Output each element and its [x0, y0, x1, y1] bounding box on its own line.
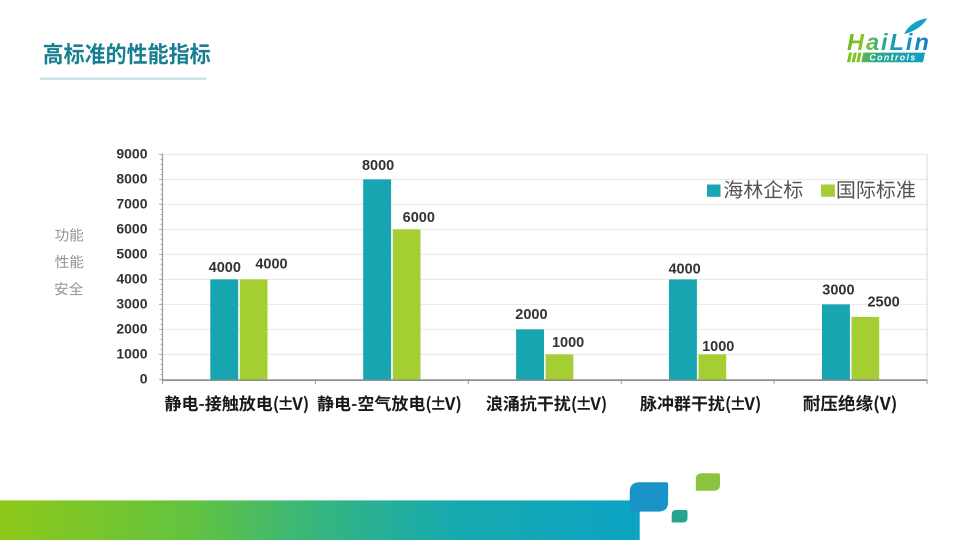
svg-text:0: 0: [140, 370, 148, 386]
svg-text:6000: 6000: [403, 210, 435, 226]
svg-text:7000: 7000: [116, 195, 147, 211]
svg-text:2500: 2500: [867, 295, 899, 311]
svg-text:4000: 4000: [209, 260, 241, 276]
svg-text:5000: 5000: [116, 245, 147, 261]
svg-text:Controls: Controls: [869, 53, 916, 63]
svg-text:4000: 4000: [116, 270, 147, 286]
svg-text:8000: 8000: [362, 158, 394, 174]
svg-text:3000: 3000: [116, 295, 147, 311]
svg-text:HaiLin: HaiLin: [847, 29, 931, 55]
svg-text:8000: 8000: [116, 170, 147, 186]
svg-text:9000: 9000: [116, 145, 147, 161]
svg-text:6000: 6000: [116, 220, 147, 236]
svg-text:3000: 3000: [822, 282, 854, 298]
svg-text:1000: 1000: [552, 335, 584, 351]
svg-text:4000: 4000: [668, 261, 700, 277]
svg-text:1000: 1000: [702, 339, 734, 355]
svg-text:2000: 2000: [116, 320, 147, 336]
svg-text:1000: 1000: [116, 345, 147, 361]
svg-text:2000: 2000: [515, 307, 547, 323]
svg-text:4000: 4000: [255, 257, 287, 273]
